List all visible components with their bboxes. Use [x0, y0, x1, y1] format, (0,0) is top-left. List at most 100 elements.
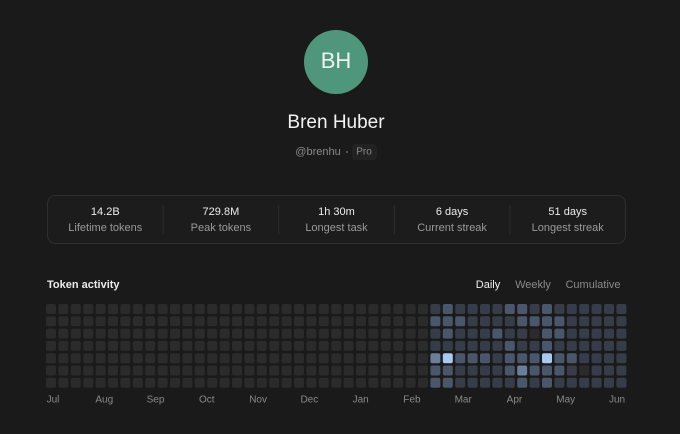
activity-cell — [132, 340, 143, 351]
activity-title: Token activity — [47, 279, 120, 291]
activity-cell — [356, 340, 366, 351]
activity-cell — [554, 328, 565, 339]
activity-cell — [232, 316, 242, 327]
activity-cell — [604, 304, 614, 314]
activity-cell — [542, 304, 552, 314]
activity-cell — [170, 316, 180, 327]
activity-cell — [120, 328, 131, 339]
activity-cell — [256, 377, 267, 388]
activity-cell — [418, 353, 428, 364]
activity-cell — [170, 365, 180, 376]
activity-cell — [591, 304, 602, 314]
activity-cell — [591, 353, 602, 364]
activity-cell — [604, 377, 614, 388]
activity-cell — [108, 377, 118, 388]
activity-cell — [356, 365, 366, 376]
activity-cell — [70, 340, 81, 351]
activity-cell — [517, 340, 528, 351]
activity-cell — [418, 340, 428, 351]
activity-cell — [455, 353, 466, 364]
tab[interactable]: Daily — [476, 279, 501, 291]
activity-cell — [83, 304, 94, 314]
activity-cell — [95, 377, 106, 388]
activity-cell — [219, 316, 230, 327]
activity-cell — [58, 377, 69, 388]
activity-cell — [182, 365, 193, 376]
activity-cell — [368, 365, 379, 376]
activity-cell — [108, 365, 118, 376]
activity-cell — [591, 316, 602, 327]
activity-cell — [467, 316, 478, 327]
activity-cell — [207, 353, 218, 364]
activity-cell — [219, 365, 230, 376]
activity-cell — [616, 353, 627, 364]
tab[interactable]: Cumulative — [565, 279, 620, 291]
stats: 14.2B Lifetime tokens 729.8M Peak tokens 1h … — [68, 205, 604, 234]
plan-label: Pro — [356, 147, 372, 158]
activity-cell — [281, 316, 292, 327]
activity-cell — [566, 377, 577, 388]
activity-cell — [616, 377, 627, 388]
activity-cell — [306, 304, 317, 314]
activity-cell — [194, 304, 205, 314]
activity-cell — [604, 353, 614, 364]
activity-cell — [442, 304, 453, 314]
activity-cell — [157, 316, 168, 327]
activity-cell — [331, 340, 342, 351]
activity-cell — [430, 328, 441, 339]
activity-cell — [157, 377, 168, 388]
activity-cell — [256, 353, 267, 364]
activity-cell — [207, 340, 218, 351]
activity-cell — [281, 353, 292, 364]
activity-cell — [492, 353, 503, 364]
activity-cell — [393, 304, 404, 314]
month-label: Dec — [300, 395, 318, 406]
activity-cell — [46, 377, 56, 388]
activity-cell — [219, 328, 230, 339]
activity-cell — [46, 340, 56, 351]
activity-cell — [430, 377, 441, 388]
activity-cell — [157, 304, 168, 314]
tab[interactable]: Weekly — [515, 279, 551, 291]
activity-cell — [70, 304, 81, 314]
activity-cell — [108, 340, 118, 351]
activity-cell — [430, 353, 441, 364]
activity-cell — [529, 353, 540, 364]
activity-cell — [455, 316, 466, 327]
activity-cell — [108, 304, 118, 314]
activity-cell — [616, 316, 627, 327]
activity-cell — [58, 304, 69, 314]
activity-cell — [442, 365, 453, 376]
stats-panel — [47, 195, 626, 244]
activity-cell — [430, 304, 441, 314]
activity-cell — [356, 377, 366, 388]
activity-cell — [70, 353, 81, 364]
activity-cell — [380, 365, 391, 376]
activity-cell — [182, 377, 193, 388]
activity-cell — [492, 340, 503, 351]
activity-cell — [542, 316, 552, 327]
activity-cell — [380, 353, 391, 364]
stat-label: Longest streak — [532, 222, 605, 234]
activity-cell — [492, 304, 503, 314]
activity-cell — [418, 304, 428, 314]
activity-cell — [616, 365, 627, 376]
activity-cell — [244, 365, 255, 376]
activity-cell — [207, 328, 218, 339]
month-label: Feb — [403, 395, 421, 406]
activity-cell — [318, 328, 329, 339]
activity-cell — [318, 340, 329, 351]
activity-cell — [591, 377, 602, 388]
activity-cell — [207, 377, 218, 388]
month-label: Apr — [507, 395, 523, 406]
month-label: May — [556, 395, 575, 406]
activity-cell — [306, 377, 317, 388]
month-label: Sep — [147, 395, 165, 406]
month-label: Jul — [47, 395, 60, 406]
activity-cell — [529, 316, 540, 327]
activity-cell — [281, 377, 292, 388]
activity-cell — [58, 328, 69, 339]
activity-cell — [405, 340, 416, 351]
activity-cell — [517, 365, 528, 376]
